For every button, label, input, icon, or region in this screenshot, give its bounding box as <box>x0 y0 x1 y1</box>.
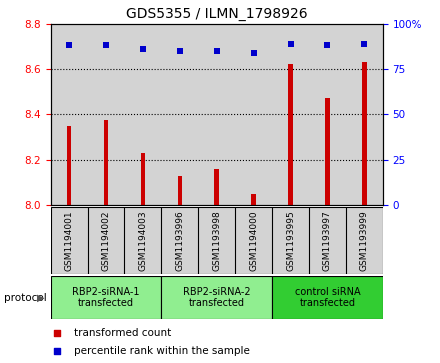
Bar <box>251 194 256 205</box>
Text: GSM1193999: GSM1193999 <box>360 210 369 271</box>
Bar <box>161 24 198 205</box>
Bar <box>104 120 108 205</box>
Text: GSM1194003: GSM1194003 <box>138 210 147 271</box>
Point <box>361 41 368 46</box>
Text: GSM1193996: GSM1193996 <box>175 210 184 271</box>
Bar <box>235 24 272 205</box>
Bar <box>272 24 309 205</box>
Text: percentile rank within the sample: percentile rank within the sample <box>74 346 250 356</box>
Text: ▶: ▶ <box>37 293 45 303</box>
Bar <box>288 65 293 205</box>
Text: protocol: protocol <box>4 293 47 303</box>
Text: GSM1194002: GSM1194002 <box>102 210 110 271</box>
Point <box>287 41 294 46</box>
Bar <box>325 98 330 205</box>
Bar <box>67 126 71 205</box>
Bar <box>161 276 272 319</box>
Bar <box>309 24 346 205</box>
Text: GSM1194001: GSM1194001 <box>65 210 73 271</box>
Text: control siRNA
transfected: control siRNA transfected <box>295 287 360 309</box>
Bar <box>51 24 88 205</box>
Point <box>176 48 183 54</box>
Point <box>103 42 110 48</box>
Text: RBP2-siRNA-2
transfected: RBP2-siRNA-2 transfected <box>183 287 250 309</box>
Point <box>66 42 73 48</box>
Bar <box>272 276 383 319</box>
Text: RBP2-siRNA-1
transfected: RBP2-siRNA-1 transfected <box>72 287 140 309</box>
Bar <box>346 24 383 205</box>
Point <box>324 42 331 48</box>
Bar <box>51 276 161 319</box>
Bar <box>178 176 182 205</box>
Text: transformed count: transformed count <box>74 328 171 338</box>
Point <box>250 50 257 56</box>
Text: GSM1193997: GSM1193997 <box>323 210 332 271</box>
Text: GSM1194000: GSM1194000 <box>249 210 258 271</box>
Point <box>54 330 61 336</box>
Bar <box>141 153 145 205</box>
Bar <box>88 24 125 205</box>
Text: GSM1193995: GSM1193995 <box>286 210 295 271</box>
Bar <box>362 62 367 205</box>
Bar <box>214 169 219 205</box>
Point <box>139 46 147 52</box>
Title: GDS5355 / ILMN_1798926: GDS5355 / ILMN_1798926 <box>126 7 308 21</box>
Text: GSM1193998: GSM1193998 <box>212 210 221 271</box>
Point <box>54 348 61 354</box>
Point <box>213 48 220 54</box>
Bar <box>198 24 235 205</box>
Bar <box>125 24 161 205</box>
